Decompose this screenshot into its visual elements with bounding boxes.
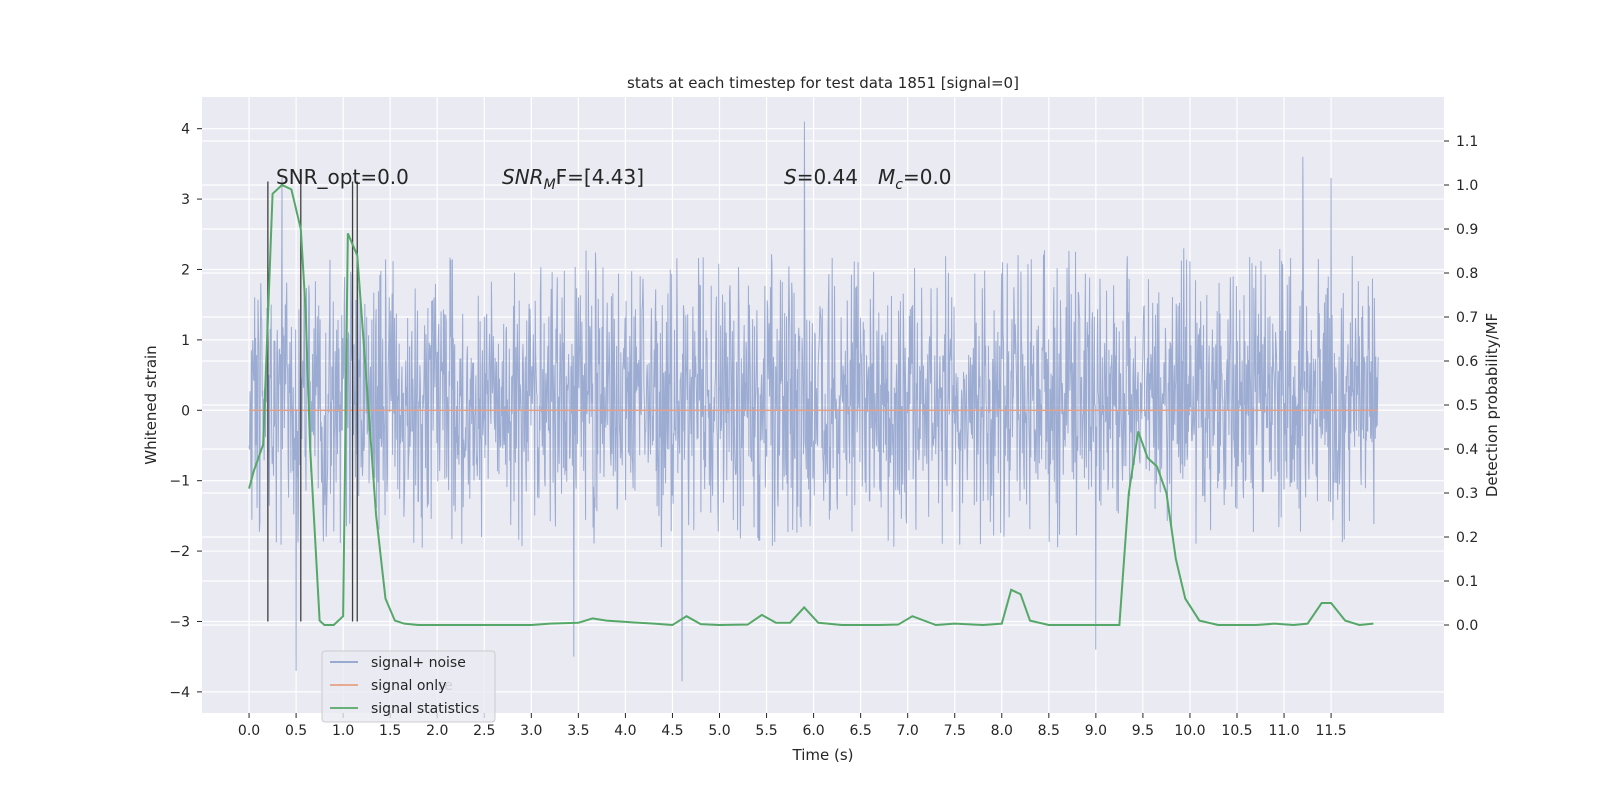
x-tick-label: 8.5 <box>1038 723 1060 739</box>
y-right-tick-label: 0.9 <box>1456 222 1478 238</box>
legend-ghost-text: se <box>437 678 453 694</box>
y-axis-label-right: Detection probability/MF <box>1483 313 1501 497</box>
snr-mf-prefix: SNR <box>502 165 544 189</box>
x-axis: 0.0 0.5 1.0 1.5 2.0 2.5 3.0 3.5 4.0 4.5 5.0 5.5 6.0 6… <box>238 713 1347 739</box>
y-tick-label: −3 <box>169 614 190 630</box>
x-axis-label: Time (s) <box>792 746 854 764</box>
x-tick-label: 5.0 <box>708 723 730 739</box>
stats-layer <box>248 183 1374 627</box>
y-right-tick-label: 0.1 <box>1456 574 1478 590</box>
x-tick-label: 7.5 <box>944 723 966 739</box>
legend: se signal+ noise signal only signal stat… <box>321 650 496 723</box>
y-tick-label: −1 <box>169 474 190 490</box>
x-tick-label: 6.0 <box>802 723 824 739</box>
left-axis: 4 3 2 1 0 −1 −2 −3 −4 <box>169 122 202 701</box>
y-right-tick-label: 0.5 <box>1456 398 1478 414</box>
y-tick-label: 3 <box>181 192 190 208</box>
x-tick-label: 10.5 <box>1221 723 1252 739</box>
annotation-mc: Mc=0.0 <box>878 165 952 193</box>
annotations: SNR_opt=0.0 SNRMF=[4.43] S=0.44 Mc=0.0 <box>276 165 952 193</box>
x-tick-label: 6.5 <box>850 723 872 739</box>
chart-title: stats at each timestep for test data 185… <box>627 74 1019 92</box>
y-right-tick-label: 0.2 <box>1456 530 1478 546</box>
annotation-s: S=0.44 <box>784 165 858 189</box>
mc-value: =0.0 <box>903 165 952 189</box>
mc-sub: c <box>895 177 903 193</box>
annotation-snr-mf: SNRMF=[4.43] <box>502 165 644 193</box>
y-tick-label: −2 <box>169 544 190 560</box>
x-tick-label: 0.5 <box>285 723 307 739</box>
snr-mf-sub: M <box>544 177 556 193</box>
y-tick-label: 1 <box>181 333 190 349</box>
x-tick-label: 4.5 <box>661 723 683 739</box>
annotation-snr-opt: SNR_opt=0.0 <box>276 165 409 189</box>
x-tick-label: 1.5 <box>379 723 401 739</box>
legend-label-signal: signal only <box>371 678 446 694</box>
x-tick-label: 11.0 <box>1268 723 1299 739</box>
y-right-tick-label: 0.0 <box>1456 618 1478 634</box>
series-signal-statistics <box>248 183 1374 627</box>
x-tick-label: 3.0 <box>520 723 542 739</box>
y-axis-label: Whitened strain <box>142 345 160 464</box>
legend-label-noise: signal+ noise <box>371 655 466 671</box>
noise-layer <box>248 121 1379 682</box>
series-signal-noise <box>248 121 1379 682</box>
x-tick-label: 10.0 <box>1174 723 1205 739</box>
x-tick-label: 3.5 <box>567 723 589 739</box>
x-tick-label: 9.5 <box>1132 723 1154 739</box>
x-tick-label: 2.5 <box>473 723 495 739</box>
y-tick-label: 2 <box>181 262 190 278</box>
x-tick-label: 7.0 <box>897 723 919 739</box>
y-right-tick-label: 0.3 <box>1456 486 1478 502</box>
x-tick-label: 0.0 <box>238 723 260 739</box>
y-right-tick-label: 1.1 <box>1456 134 1478 150</box>
legend-label-stats: signal statistics <box>371 701 479 717</box>
x-tick-label: 1.0 <box>332 723 354 739</box>
right-axis: 1.1 1.0 0.9 0.8 0.7 0.6 0.5 0.4 0.3 0.2 0.1 0.0 <box>1444 134 1478 634</box>
y-right-tick-label: 0.8 <box>1456 266 1478 282</box>
y-right-tick-label: 1.0 <box>1456 178 1478 194</box>
mc-label: M <box>878 165 895 189</box>
y-right-tick-label: 0.7 <box>1456 310 1478 326</box>
s-value: =0.44 <box>797 165 858 189</box>
x-tick-label: 9.0 <box>1085 723 1107 739</box>
y-tick-label: 4 <box>181 122 190 138</box>
y-right-tick-label: 0.4 <box>1456 442 1478 458</box>
snr-mf-suffix: F=[4.43] <box>556 165 644 189</box>
x-tick-label: 2.0 <box>426 723 448 739</box>
y-tick-label: −4 <box>169 685 190 701</box>
s-label: S <box>784 165 797 189</box>
x-tick-label: 5.5 <box>755 723 777 739</box>
legend-box <box>321 650 496 723</box>
y-right-tick-label: 0.6 <box>1456 354 1478 370</box>
y-tick-label: 0 <box>181 403 190 419</box>
x-tick-label: 4.0 <box>614 723 636 739</box>
x-tick-label: 8.0 <box>991 723 1013 739</box>
x-tick-label: 11.5 <box>1316 723 1347 739</box>
